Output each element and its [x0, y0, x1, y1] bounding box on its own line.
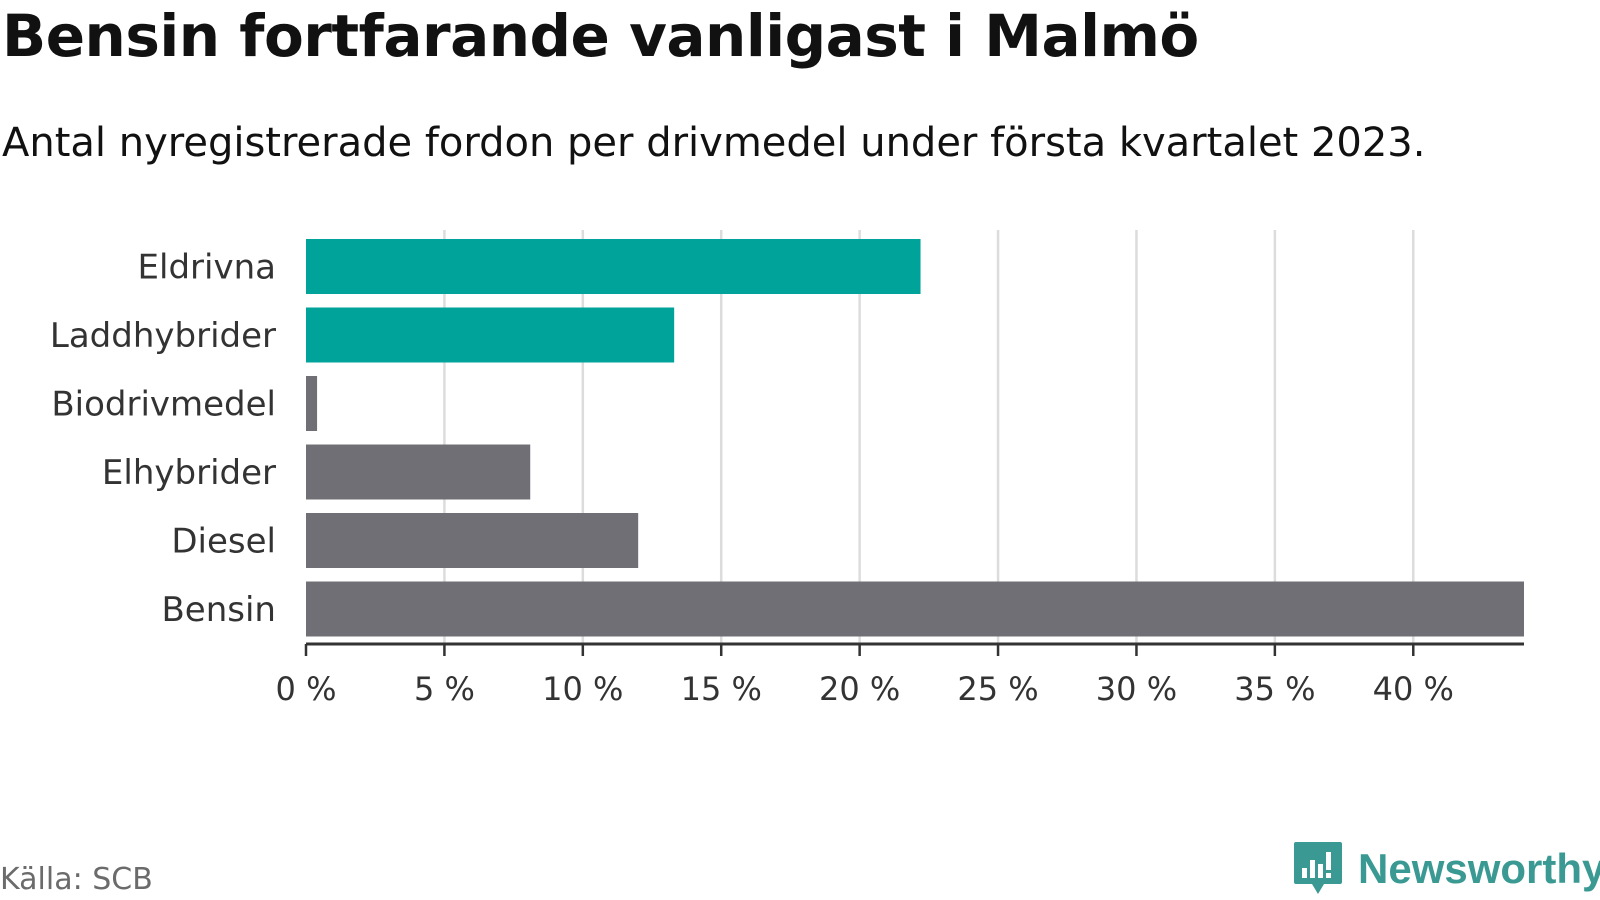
bar-biodrivmedel — [306, 376, 318, 431]
x-tick-label-40: 40 % — [1373, 670, 1454, 708]
category-labels: Eldrivna Laddhybrider Biodrivmedel Elhybrid… — [50, 248, 276, 631]
bar-elhybrider — [306, 444, 531, 500]
bar-laddhybrider — [306, 307, 675, 363]
chart-subtitle: Antal nyregistrerade fordon per drivmede… — [2, 120, 1426, 166]
newsworthy-logo-icon — [1294, 842, 1342, 894]
bar-eldrivna — [306, 239, 921, 294]
category-label-eldrivna: Eldrivna — [138, 248, 276, 288]
bar-diesel — [306, 513, 639, 568]
source-note: Källa: SCB — [0, 862, 153, 897]
x-tick-label-0: 0 % — [276, 670, 337, 708]
bars — [306, 239, 1524, 637]
x-tick-label-5: 5 % — [414, 670, 475, 708]
x-tick-label-35: 35 % — [1234, 670, 1315, 708]
x-tick-label-15: 15 % — [681, 670, 762, 708]
chart-title: Bensin fortfarande vanligast i Malmö — [2, 2, 1199, 70]
brand-logo: Newsworthy — [1292, 840, 1600, 898]
grid-lines — [443, 230, 1415, 644]
brand-name: Newsworthy — [1358, 845, 1600, 892]
x-tick-label-20: 20 % — [819, 670, 900, 708]
x-tick-label-30: 30 % — [1096, 670, 1177, 708]
bar-bensin — [306, 581, 1524, 637]
category-label-diesel: Diesel — [171, 522, 276, 562]
x-axis: 0 % 5 % 10 % 15 % 20 % 25 % 30 % 35 % 40 % — [276, 642, 1524, 708]
category-label-biodrivmedel: Biodrivmedel — [51, 385, 276, 425]
category-label-bensin: Bensin — [161, 590, 276, 630]
category-label-laddhybrider: Laddhybrider — [50, 316, 276, 356]
category-label-elhybrider: Elhybrider — [102, 453, 276, 493]
x-tick-label-25: 25 % — [957, 670, 1038, 708]
x-tick-label-10: 10 % — [542, 670, 623, 708]
